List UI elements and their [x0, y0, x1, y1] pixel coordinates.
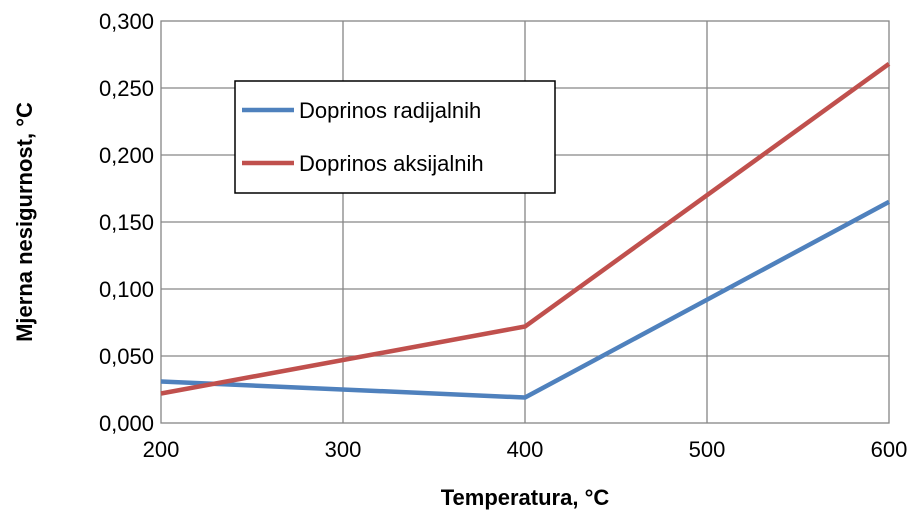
plot-area-frame: [160, 20, 890, 424]
y-tick-label: 0,300: [99, 9, 154, 34]
y-axis-title: Mjerna nesigurnost, °C: [12, 102, 37, 342]
legend-box: [234, 80, 556, 194]
x-tick-label: 500: [689, 437, 726, 462]
y-axis-tick-labels: 0,000 0,050 0,100 0,150 0,200 0,250 0,300: [99, 9, 154, 436]
legend: Doprinos radijalnih Doprinos aksijalnih: [234, 80, 556, 194]
legend-label-1: Doprinos radijalnih: [299, 98, 481, 123]
y-tick-label: 0,250: [99, 76, 154, 101]
y-tick-label: 0,000: [99, 411, 154, 436]
y-tick-label: 0,050: [99, 344, 154, 369]
x-tick-label: 300: [325, 437, 362, 462]
x-axis-title: Temperatura, °C: [441, 485, 610, 510]
x-axis-tick-labels: 200 300 400 500 600: [143, 437, 908, 462]
x-tick-label: 600: [871, 437, 908, 462]
series-line-2: [160, 62, 891, 396]
series-line-1: [160, 199, 891, 400]
x-tick-label: 200: [143, 437, 180, 462]
y-tick-label: 0,150: [99, 210, 154, 235]
y-tick-label: 0,100: [99, 277, 154, 302]
y-tick-label: 0,200: [99, 143, 154, 168]
series-group: [160, 62, 891, 400]
legend-label-2: Doprinos aksijalnih: [299, 151, 484, 176]
x-tick-label: 400: [507, 437, 544, 462]
